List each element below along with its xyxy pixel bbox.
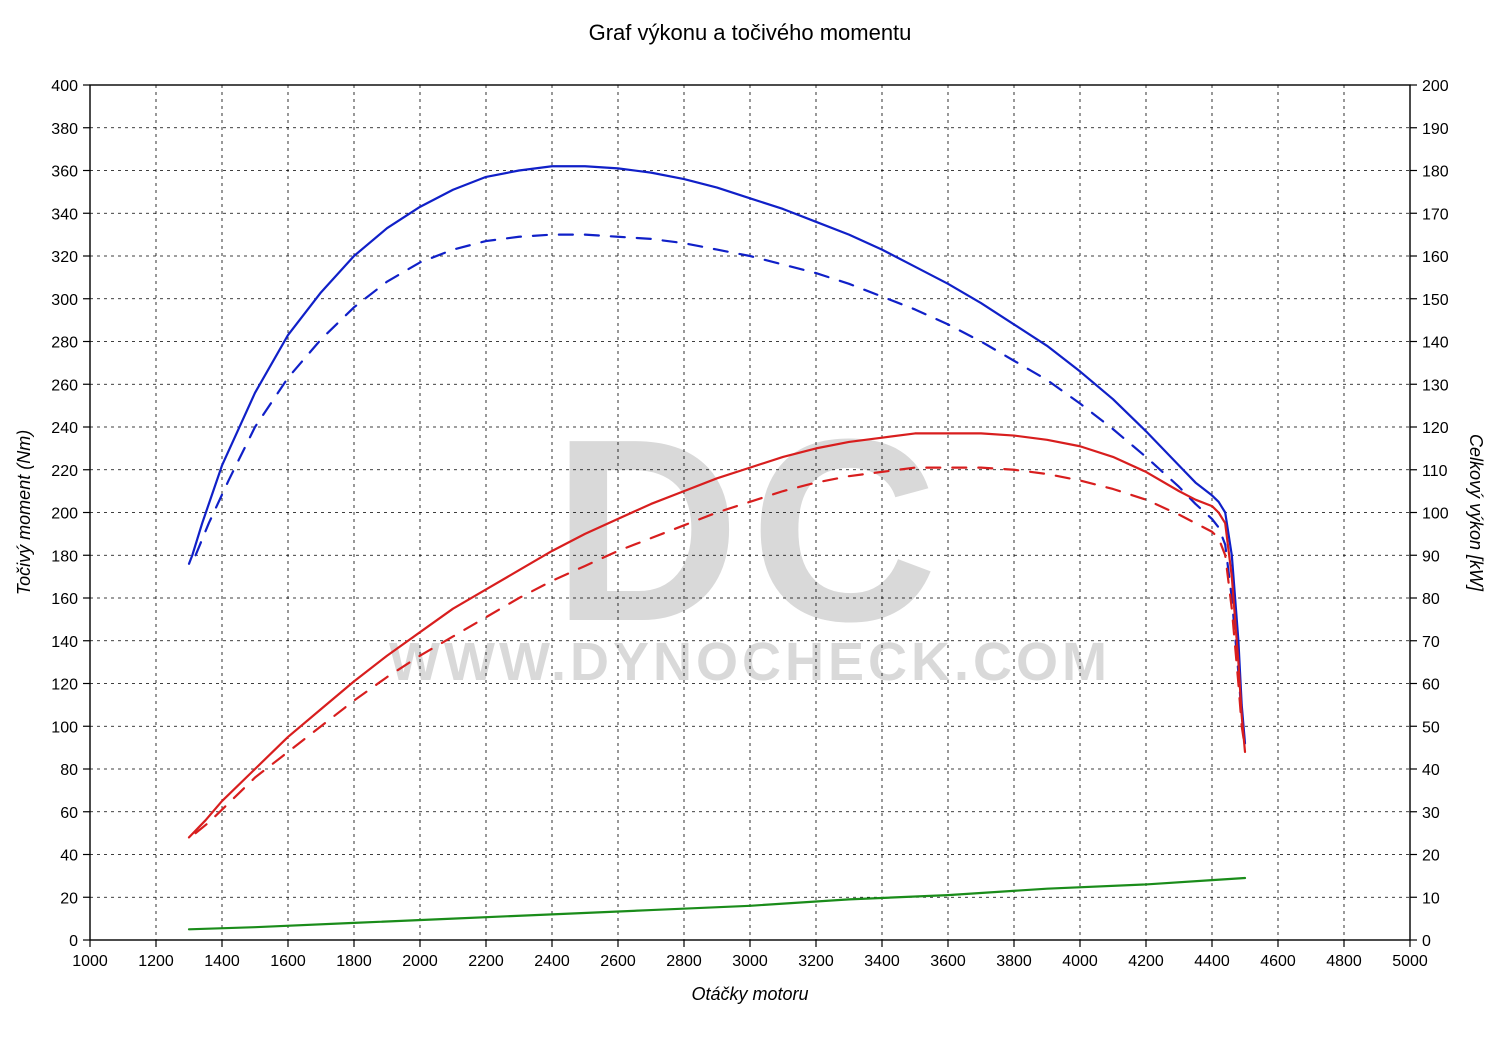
y-left-tick: 120 (51, 677, 78, 694)
y-left-tick: 340 (51, 206, 78, 223)
x-tick: 2400 (534, 953, 570, 970)
y-left-tick: 140 (51, 634, 78, 651)
y-right-tick: 140 (1422, 335, 1449, 352)
x-tick-labels: 1000 1200 1400 1600 1800 2000 2200 2400 2600 2800… (72, 953, 1428, 970)
y-right-tick: 20 (1422, 848, 1440, 865)
x-axis-label: Otáčky motoru (691, 984, 808, 1004)
series-aux-green (189, 878, 1245, 929)
y-left-tick: 380 (51, 121, 78, 138)
y-left-tick: 320 (51, 249, 78, 266)
x-tick: 5000 (1392, 953, 1428, 970)
y-right-tick: 110 (1422, 463, 1448, 480)
x-tick: 3400 (864, 953, 900, 970)
y-right-tick: 170 (1422, 206, 1449, 223)
y-left-tick: 260 (51, 377, 78, 394)
y-right-tick: 60 (1422, 677, 1440, 694)
y-left-tick: 20 (60, 890, 78, 907)
y-left-tick: 180 (51, 548, 78, 565)
chart-grid (90, 85, 1410, 940)
y-right-tick: 0 (1422, 933, 1431, 950)
y-left-tick: 100 (51, 719, 78, 736)
y-right-tick-labels: 0 10 20 30 40 50 60 70 80 90 100 110 120 130 140 150 160… (1422, 78, 1449, 950)
y-right-tick: 40 (1422, 762, 1440, 779)
y-right-tick: 100 (1422, 506, 1449, 523)
x-tick: 3600 (930, 953, 966, 970)
y-right-tick: 180 (1422, 164, 1449, 181)
y-right-tick: 30 (1422, 805, 1440, 822)
x-tick: 1000 (72, 953, 108, 970)
y-left-tick: 280 (51, 335, 78, 352)
chart-title: Graf výkonu a točivého momentu (589, 20, 912, 45)
y-right-tick: 130 (1422, 377, 1449, 394)
y-left-axis-label: Točivý moment (Nm) (14, 430, 34, 595)
x-tick: 4000 (1062, 953, 1098, 970)
x-tick: 1600 (270, 953, 306, 970)
y-left-tick: 160 (51, 591, 78, 608)
y-right-tick: 70 (1422, 634, 1440, 651)
y-left-tick: 240 (51, 420, 78, 437)
x-tick: 2000 (402, 953, 438, 970)
y-left-tick: 0 (69, 933, 78, 950)
x-tick: 4600 (1260, 953, 1296, 970)
y-left-tick-labels: 0 20 40 60 80 100 120 140 160 180 200 220 240 260 280 3… (51, 78, 78, 950)
y-right-tick: 90 (1422, 548, 1440, 565)
x-tick: 4200 (1128, 953, 1164, 970)
y-right-tick: 50 (1422, 719, 1440, 736)
y-left-tick: 60 (60, 805, 78, 822)
y-left-tick: 300 (51, 292, 78, 309)
y-left-tick: 200 (51, 506, 78, 523)
y-left-tick: 80 (60, 762, 78, 779)
y-right-tick: 10 (1422, 890, 1440, 907)
y-right-tick: 150 (1422, 292, 1449, 309)
x-tick: 2200 (468, 953, 504, 970)
x-tick: 1800 (336, 953, 372, 970)
y-right-tick: 80 (1422, 591, 1440, 608)
x-tick: 4400 (1194, 953, 1230, 970)
y-left-tick: 220 (51, 463, 78, 480)
y-right-tick: 200 (1422, 78, 1449, 95)
dyno-chart: Graf výkonu a točivého momentu DC WWW.DY… (0, 0, 1500, 1041)
y-right-axis-label: Celkový výkon [kW] (1466, 434, 1486, 592)
y-right-tick: 190 (1422, 121, 1449, 138)
y-right-tick: 120 (1422, 420, 1449, 437)
x-tick: 3000 (732, 953, 768, 970)
y-left-tick: 360 (51, 164, 78, 181)
x-tick: 1400 (204, 953, 240, 970)
x-tick: 4800 (1326, 953, 1362, 970)
y-right-tick: 160 (1422, 249, 1449, 266)
x-tick: 2800 (666, 953, 702, 970)
x-tick: 2600 (600, 953, 636, 970)
x-tick: 3200 (798, 953, 834, 970)
x-tick: 1200 (138, 953, 174, 970)
x-tick: 3800 (996, 953, 1032, 970)
y-left-tick: 40 (60, 848, 78, 865)
y-left-tick: 400 (51, 78, 78, 95)
